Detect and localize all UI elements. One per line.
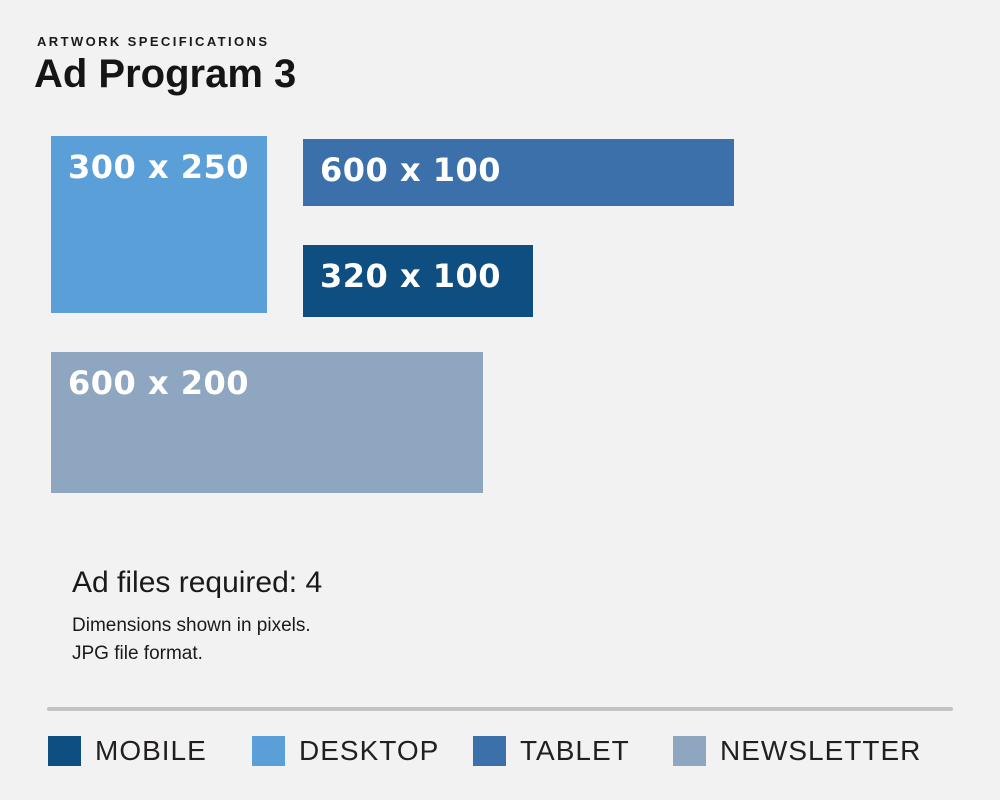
legend-label-tablet: TABLET (520, 735, 630, 766)
legend-item-desktop: DESKTOP (252, 735, 440, 766)
note-line-format: JPG file format. (72, 643, 203, 664)
ad-size-label: 300 x 250 (68, 148, 250, 186)
ad-box-desktop-300x250: 300 x 250 (51, 136, 267, 313)
legend-label-desktop: DESKTOP (299, 735, 440, 766)
legend-item-tablet: TABLET (473, 735, 630, 766)
desktop-color-swatch (252, 736, 285, 766)
eyebrow-heading: ARTWORK SPECIFICATIONS (37, 34, 270, 49)
files-required-text: Ad files required: 4 (72, 566, 323, 599)
legend-item-newsletter: NEWSLETTER (673, 735, 922, 766)
ad-box-tablet-600x100: 600 x 100 (303, 139, 734, 206)
legend-item-mobile: MOBILE (48, 735, 207, 766)
ad-box-mobile-320x100: 320 x 100 (303, 245, 533, 317)
notes-block: Dimensions shown in pixels. JPG file for… (72, 612, 311, 668)
newsletter-color-swatch (673, 736, 706, 766)
ad-box-newsletter-600x200: 600 x 200 (51, 352, 483, 493)
legend-label-newsletter: NEWSLETTER (720, 735, 922, 766)
page-title: Ad Program 3 (34, 52, 297, 96)
ad-size-label: 320 x 100 (320, 257, 502, 295)
note-line-dimensions: Dimensions shown in pixels. (72, 615, 311, 636)
ad-size-label: 600 x 200 (68, 364, 250, 402)
divider-rule (47, 707, 953, 711)
ad-size-label: 600 x 100 (320, 151, 502, 189)
legend-label-mobile: MOBILE (95, 735, 207, 766)
tablet-color-swatch (473, 736, 506, 766)
mobile-color-swatch (48, 736, 81, 766)
